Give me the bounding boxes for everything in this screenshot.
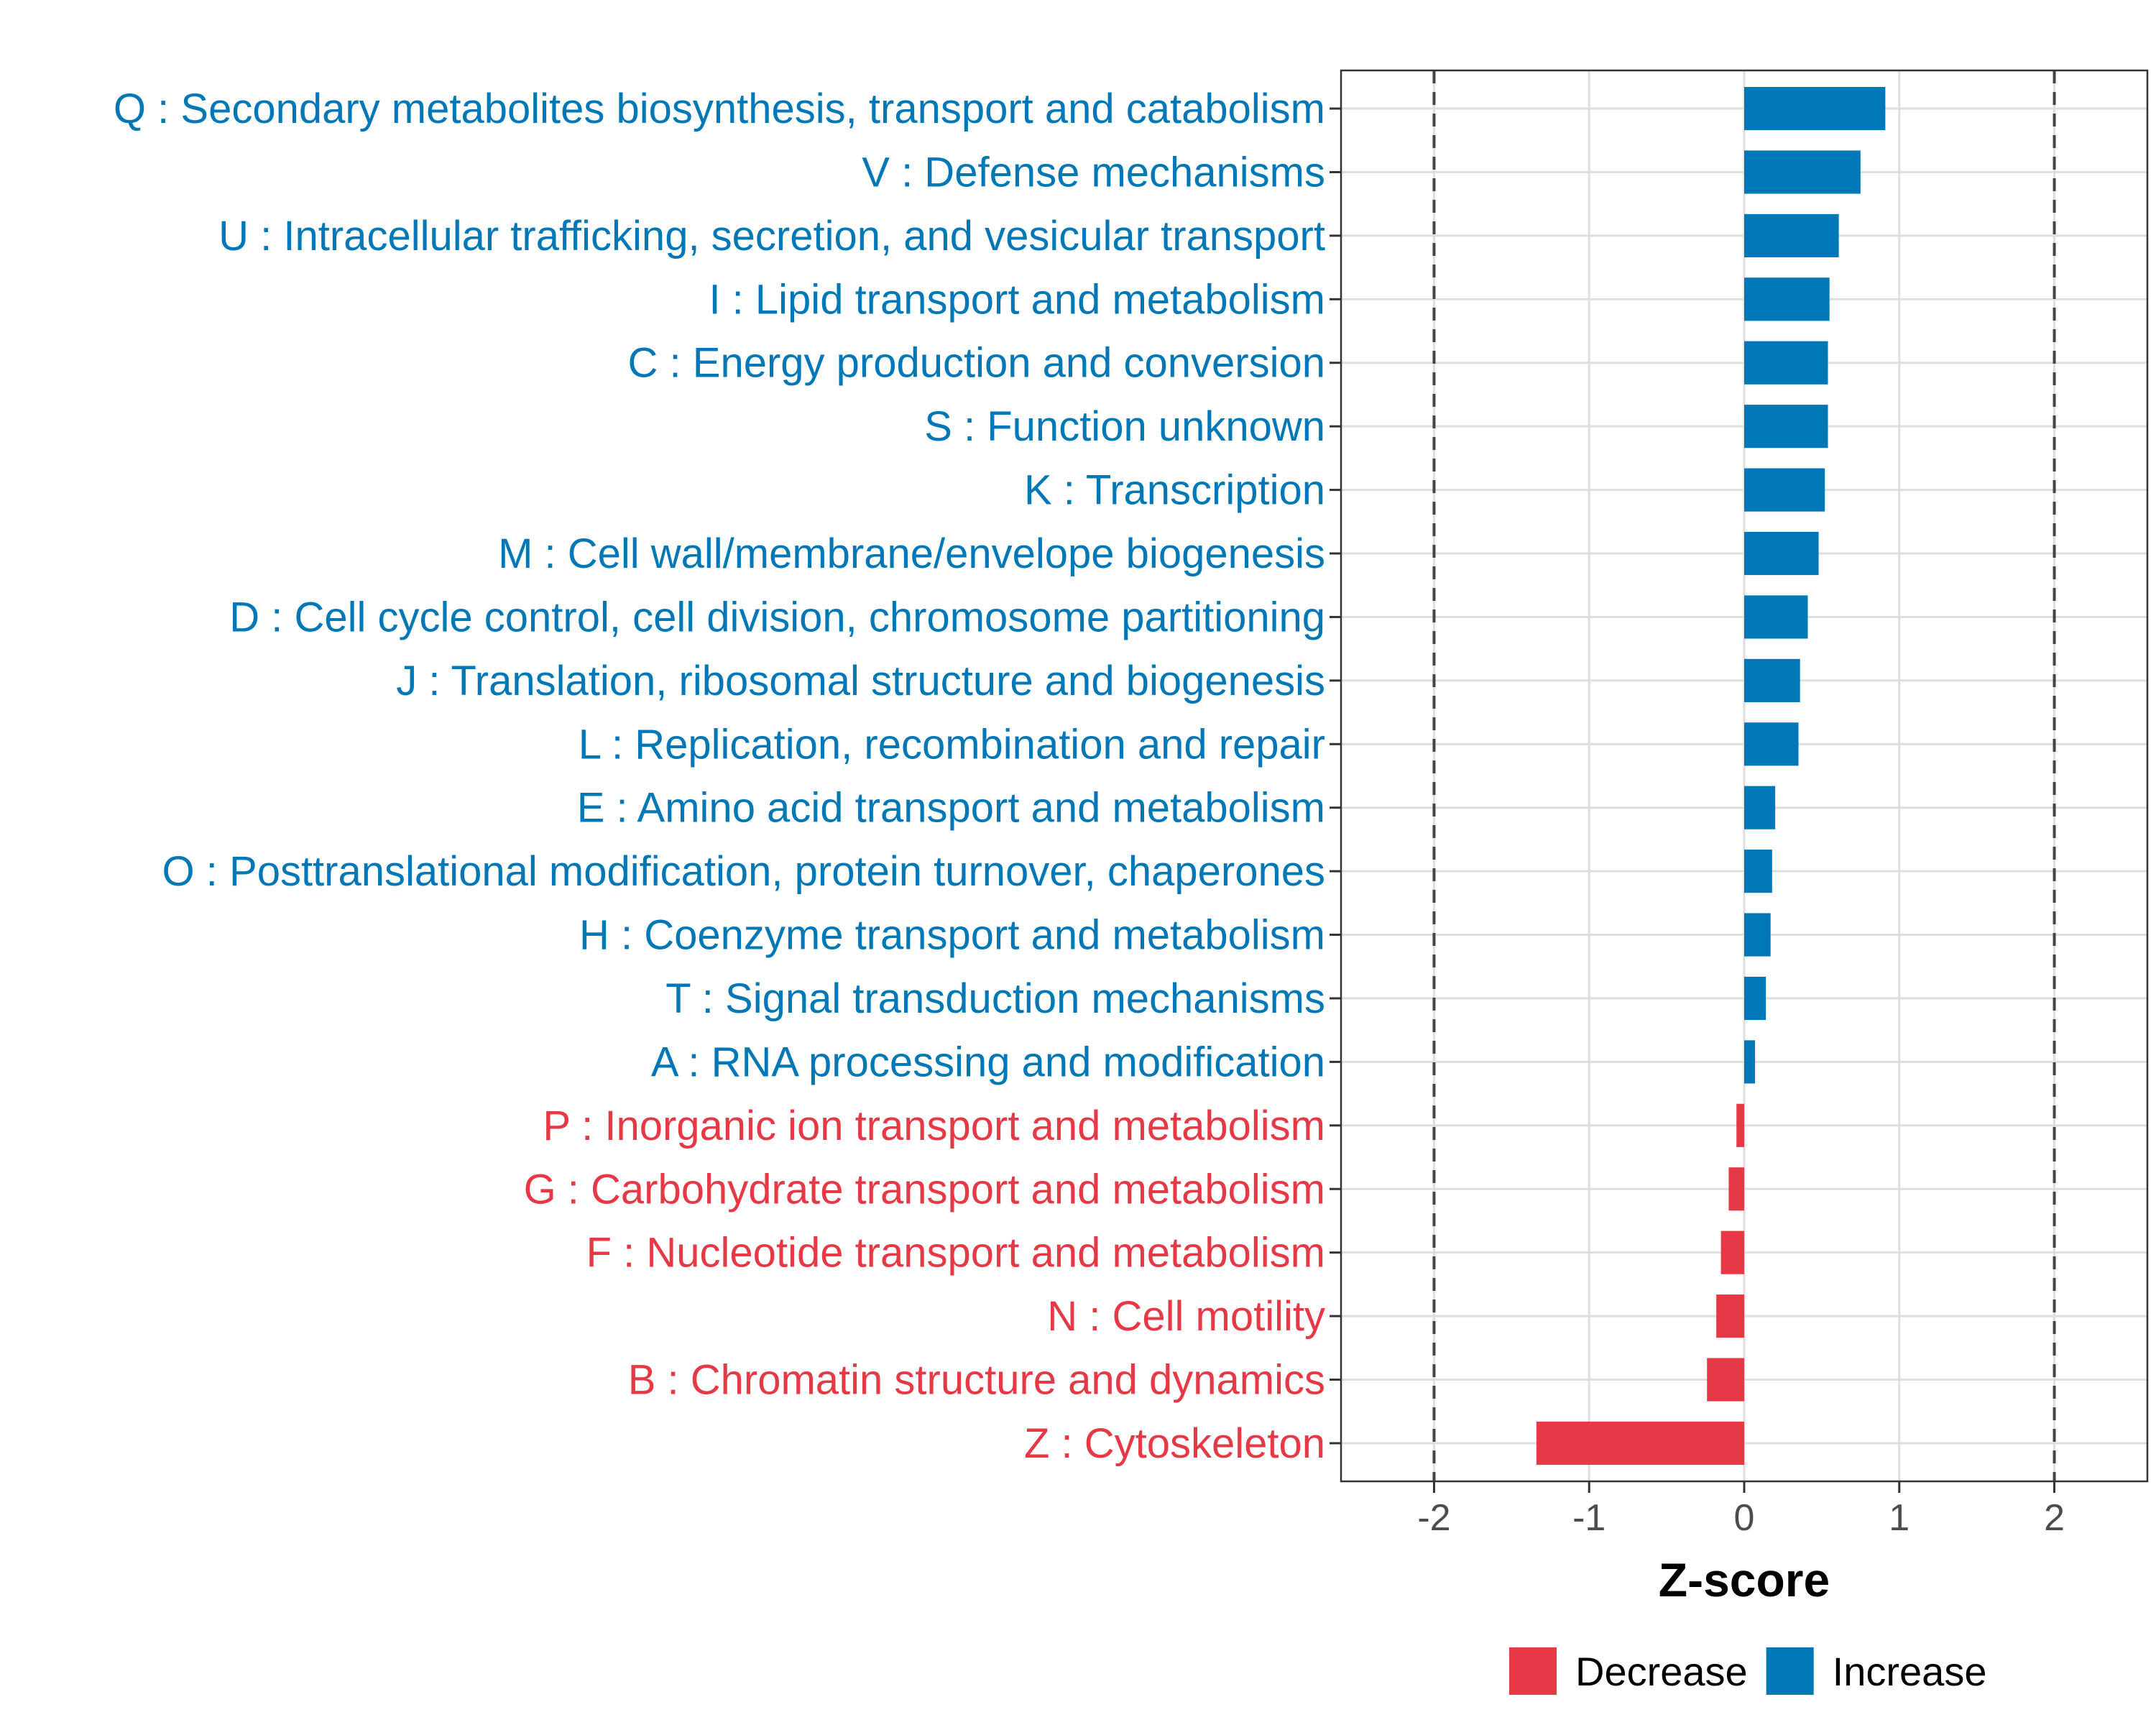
category-label: Q : Secondary metabolites biosynthesis, … bbox=[114, 86, 1325, 132]
category-label: K : Transcription bbox=[1024, 467, 1325, 514]
x-axis-title: Z-score bbox=[1659, 1553, 1830, 1606]
bar bbox=[1744, 913, 1771, 957]
x-tick-label: 0 bbox=[1734, 1497, 1755, 1539]
legend-swatch bbox=[1509, 1647, 1557, 1695]
category-label: L : Replication, recombination and repai… bbox=[579, 721, 1325, 768]
category-label: F : Nucleotide transport and metabolism bbox=[586, 1230, 1325, 1276]
category-label: M : Cell wall/membrane/envelope biogenes… bbox=[498, 530, 1325, 577]
category-label: N : Cell motility bbox=[1047, 1293, 1325, 1340]
bar bbox=[1744, 405, 1828, 448]
y-axis-ticks bbox=[1330, 107, 1341, 1445]
bar bbox=[1744, 213, 1839, 257]
legend-swatch bbox=[1766, 1647, 1814, 1695]
bar bbox=[1707, 1358, 1744, 1402]
bar bbox=[1744, 531, 1819, 576]
x-tick-label: -2 bbox=[1417, 1497, 1450, 1539]
bar bbox=[1744, 277, 1830, 321]
category-label: T : Signal transduction mechanisms bbox=[665, 975, 1325, 1022]
category-label: J : Translation, ribosomal structure and… bbox=[396, 658, 1325, 704]
legend-label: Increase bbox=[1833, 1649, 1987, 1694]
bar bbox=[1716, 1294, 1744, 1338]
bar bbox=[1744, 976, 1766, 1021]
category-label: B : Chromatin structure and dynamics bbox=[628, 1357, 1325, 1404]
category-label: C : Energy production and conversion bbox=[628, 340, 1325, 387]
bar bbox=[1744, 341, 1828, 385]
category-label: S : Function unknown bbox=[924, 403, 1325, 450]
bar bbox=[1744, 595, 1808, 639]
category-label: U : Intracellular trafficking, secretion… bbox=[218, 213, 1325, 259]
category-label: A : RNA processing and modification bbox=[651, 1039, 1325, 1085]
bar bbox=[1744, 86, 1886, 131]
legend: Decrease Increase bbox=[1509, 1647, 1986, 1695]
x-tick-label: -1 bbox=[1572, 1497, 1606, 1539]
category-label: Z : Cytoskeleton bbox=[1024, 1420, 1325, 1467]
bar bbox=[1736, 1103, 1744, 1147]
x-axis-ticks: -2 -1 0 1 2 bbox=[1417, 1481, 2065, 1539]
bar bbox=[1536, 1421, 1744, 1466]
bar bbox=[1744, 150, 1861, 194]
bar bbox=[1744, 1040, 1756, 1084]
category-label: D : Cell cycle control, cell division, c… bbox=[229, 594, 1325, 640]
category-label: V : Defense mechanisms bbox=[862, 149, 1325, 196]
category-label: E : Amino acid transport and metabolism bbox=[577, 785, 1325, 832]
bar bbox=[1744, 468, 1825, 512]
x-tick-label: 1 bbox=[1889, 1497, 1909, 1539]
bar bbox=[1744, 658, 1800, 702]
bars bbox=[1536, 86, 1886, 1466]
category-label: H : Coenzyme transport and metabolism bbox=[579, 912, 1325, 959]
legend-label: Decrease bbox=[1575, 1649, 1748, 1694]
bar bbox=[1744, 786, 1776, 829]
bar bbox=[1744, 722, 1799, 766]
bar bbox=[1728, 1167, 1744, 1211]
category-label: G : Carbohydrate transport and metabolis… bbox=[524, 1166, 1325, 1213]
category-label: O : Posttranslational modification, prot… bbox=[162, 848, 1325, 895]
reference-lines bbox=[1432, 70, 2056, 1481]
category-label: P : Inorganic ion transport and metaboli… bbox=[543, 1103, 1325, 1149]
x-tick-label: 2 bbox=[2044, 1497, 2065, 1539]
y-axis-labels: Q : Secondary metabolites biosynthesis, … bbox=[114, 86, 1325, 1467]
category-label: I : Lipid transport and metabolism bbox=[709, 276, 1325, 323]
bar bbox=[1720, 1230, 1744, 1274]
bar bbox=[1744, 850, 1772, 893]
